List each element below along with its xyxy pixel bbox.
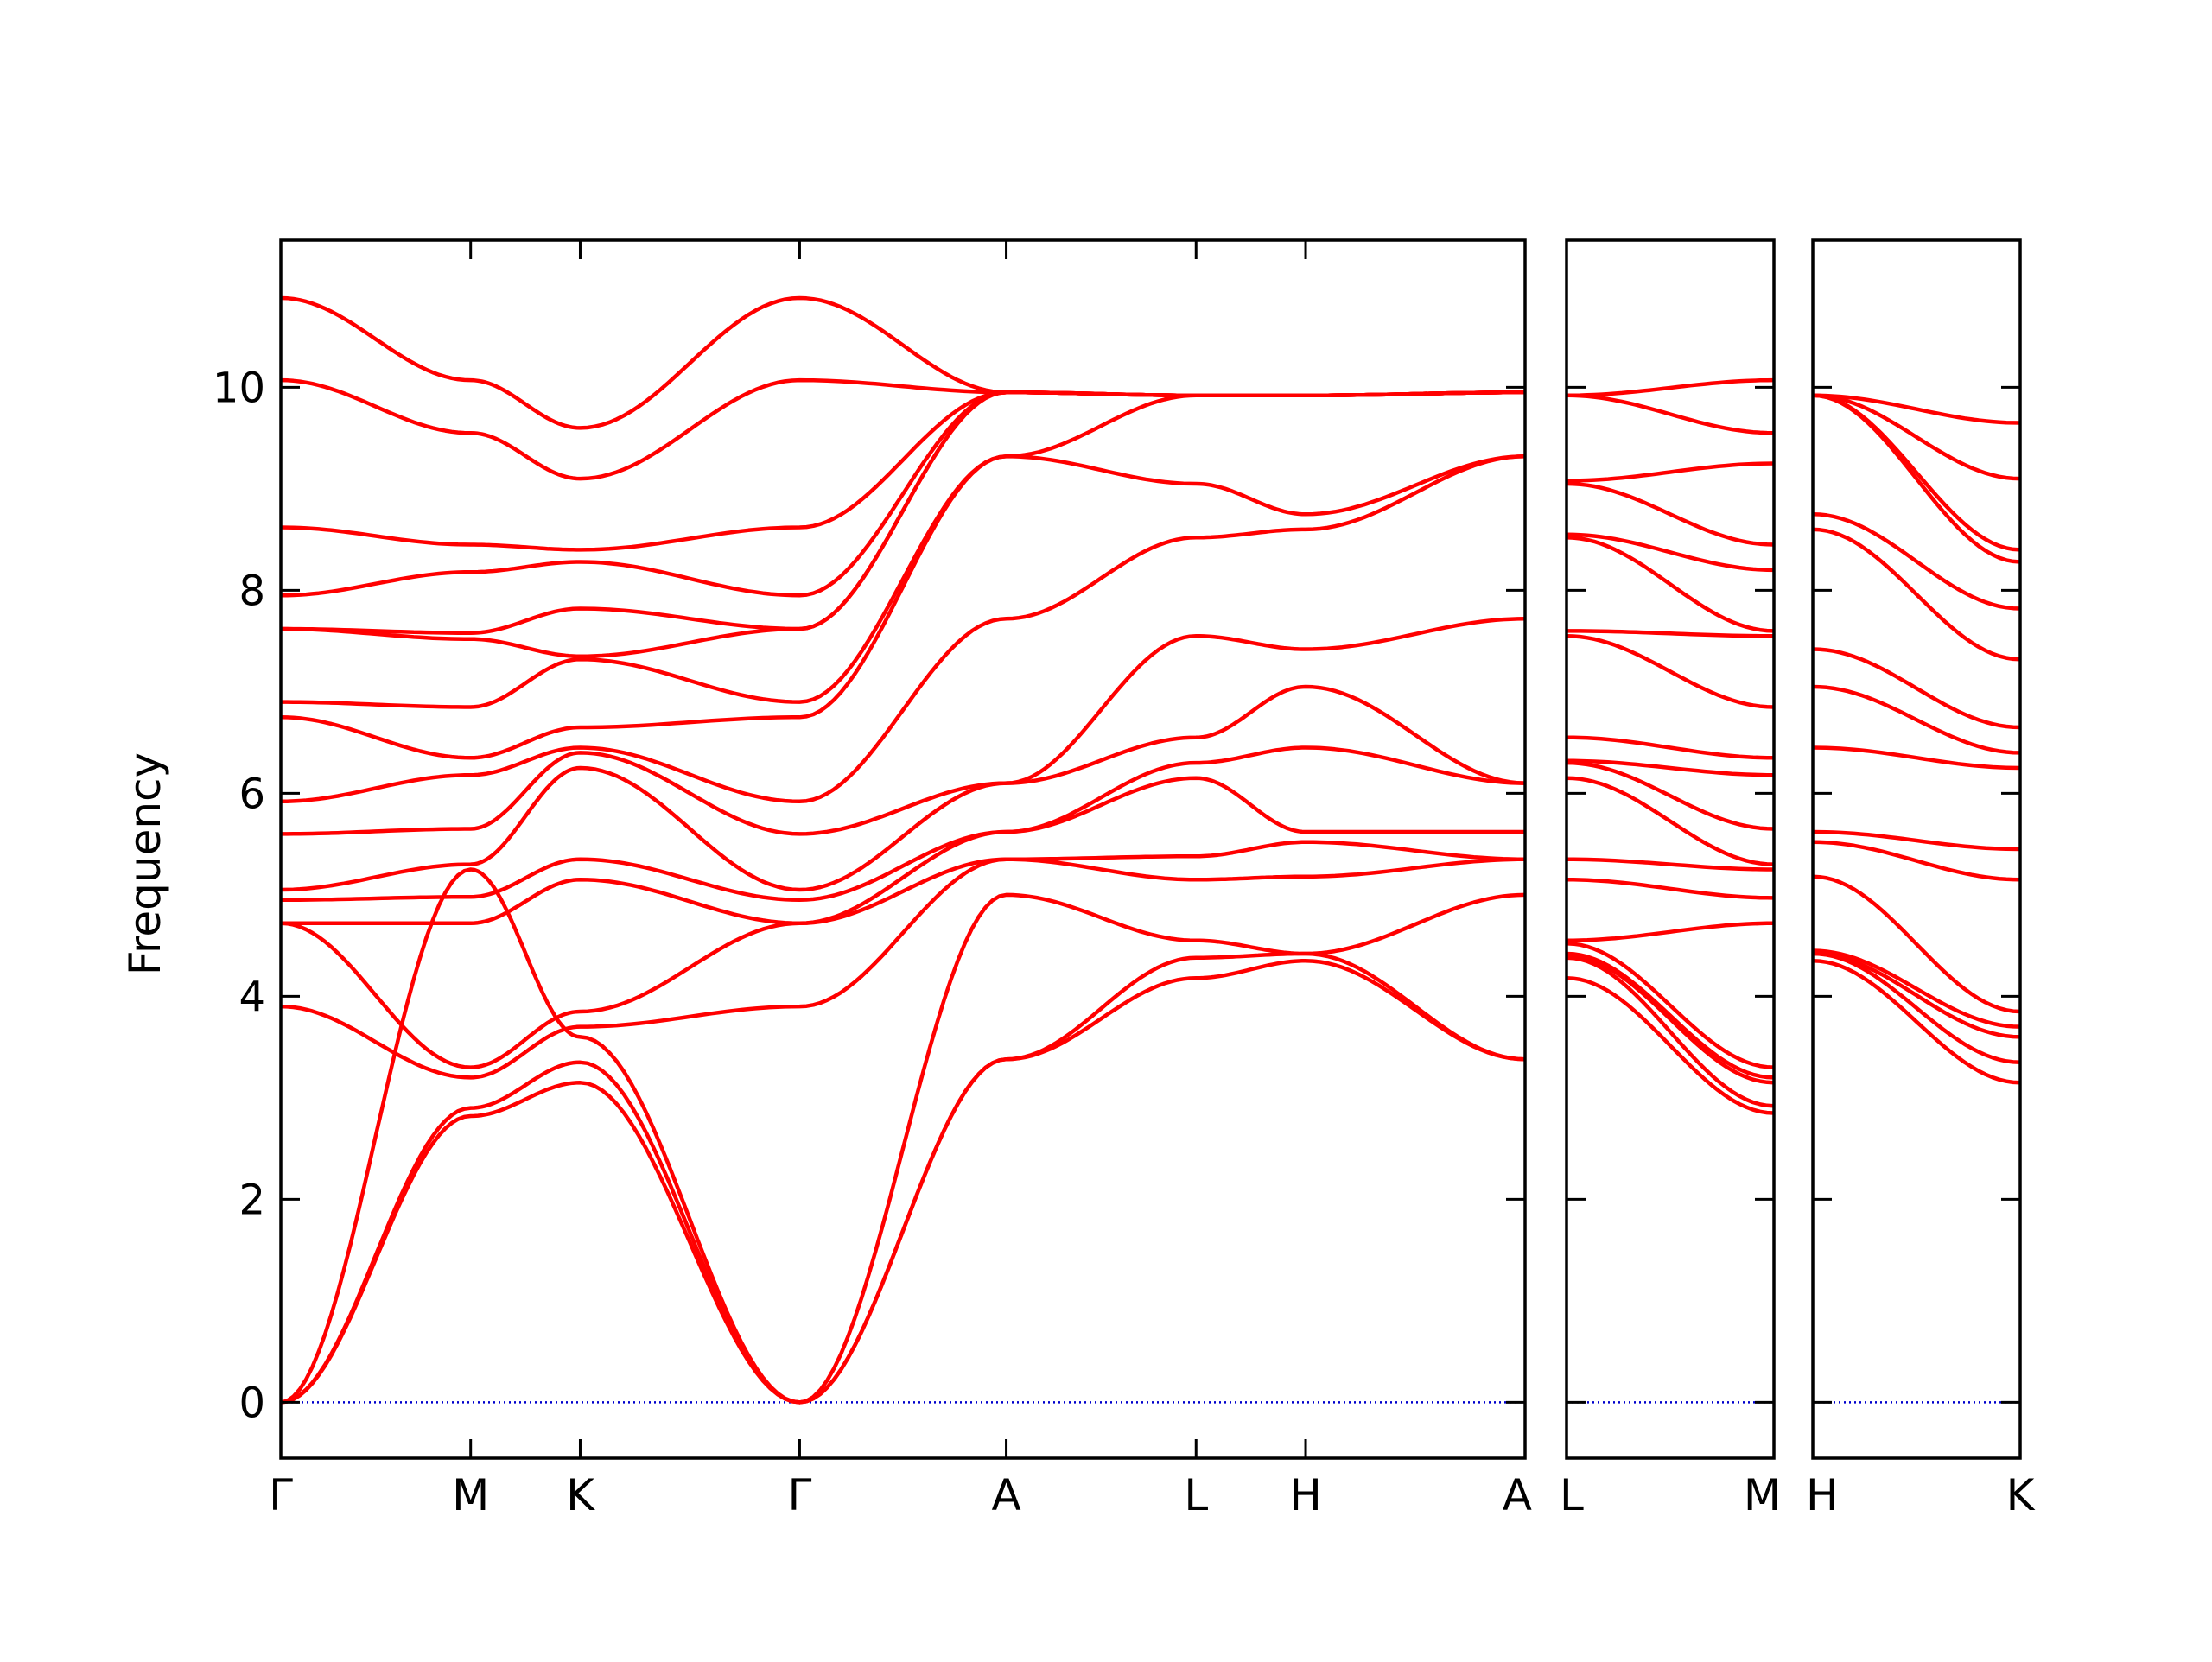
y-tick-label: 8 — [238, 567, 265, 615]
band-13 — [1567, 634, 1774, 709]
y-tick-label: 6 — [238, 770, 265, 818]
band-5 — [1813, 874, 2020, 1014]
band-2 — [281, 951, 1525, 1405]
x-tick-label: L — [1184, 1470, 1208, 1520]
band-3 — [1567, 954, 1774, 1085]
band-8 — [1813, 745, 2020, 771]
band-12 — [1567, 735, 1774, 760]
band-15 — [281, 390, 1525, 598]
band-1 — [1567, 975, 1774, 1115]
y-axis-label: Frequency — [120, 752, 170, 975]
band-12 — [1813, 512, 2020, 611]
band-7 — [1813, 829, 2020, 852]
band-3 — [281, 867, 1525, 1405]
x-tick-label: Γ — [269, 1470, 293, 1520]
band-2 — [1813, 951, 2020, 1065]
band-10 — [281, 454, 1525, 804]
band-7 — [1567, 878, 1774, 900]
band-10 — [1813, 647, 2020, 730]
band-14 — [1813, 393, 2020, 552]
band-9 — [1813, 684, 2020, 755]
band-4 — [281, 857, 1525, 1080]
band-12 — [281, 390, 1525, 709]
band-6 — [1813, 840, 2020, 882]
band-11 — [1567, 758, 1774, 777]
band-20 — [1567, 377, 1774, 398]
band-4 — [1813, 948, 2020, 1029]
y-tick-label: 2 — [238, 1176, 265, 1224]
x-tick-label: H — [1806, 1470, 1839, 1520]
band-4 — [1567, 951, 1774, 1080]
x-tick-label: M — [452, 1470, 489, 1520]
band-2 — [1567, 955, 1774, 1108]
band-10 — [1567, 760, 1774, 831]
band-1 — [1813, 959, 2020, 1085]
band-11 — [281, 454, 1525, 760]
x-tick-label: A — [1503, 1470, 1532, 1520]
bands-group — [1813, 393, 2020, 1085]
band-16 — [1567, 532, 1774, 573]
band-8 — [281, 684, 1525, 892]
x-tick-label: M — [1744, 1470, 1781, 1520]
band-5 — [1567, 942, 1774, 1069]
band-8 — [1567, 857, 1774, 872]
x-tick-label: K — [2006, 1470, 2036, 1520]
band-5 — [281, 840, 1525, 1069]
panel-frame — [1565, 238, 1776, 1460]
y-tick-label: 4 — [238, 973, 265, 1021]
panel-frame — [1811, 238, 2022, 1460]
band-17 — [1567, 481, 1774, 547]
x-tick-label: K — [566, 1470, 595, 1520]
band-15 — [1567, 536, 1774, 633]
band-19 — [1567, 393, 1774, 435]
band-11 — [1813, 527, 2020, 662]
bands-group — [1567, 377, 1774, 1115]
band-14 — [1567, 629, 1774, 638]
band-18 — [281, 295, 1525, 430]
band-6 — [1567, 921, 1774, 943]
band-7 — [281, 745, 1525, 903]
panel-1: 0 2 4 6 8 10 Γ M K Γ A L H A — [213, 238, 1532, 1520]
x-tick-label: H — [1289, 1470, 1322, 1520]
x-tick-label: Γ — [788, 1470, 812, 1520]
band-3 — [1813, 951, 2020, 1039]
x-tick-label: A — [991, 1470, 1020, 1520]
band-16 — [1813, 393, 2020, 425]
band-9 — [1567, 776, 1774, 866]
bands-group — [281, 295, 1525, 1405]
y-tick-label: 0 — [238, 1379, 265, 1427]
band-15 — [1813, 393, 2020, 481]
band-1 — [281, 959, 1525, 1405]
band-18 — [1567, 461, 1774, 483]
band-9 — [281, 617, 1525, 836]
panel-frame — [279, 238, 1527, 1460]
band-6 — [281, 776, 1525, 926]
x-tick-label: L — [1560, 1470, 1584, 1520]
y-tick-label: 10 — [213, 364, 265, 412]
